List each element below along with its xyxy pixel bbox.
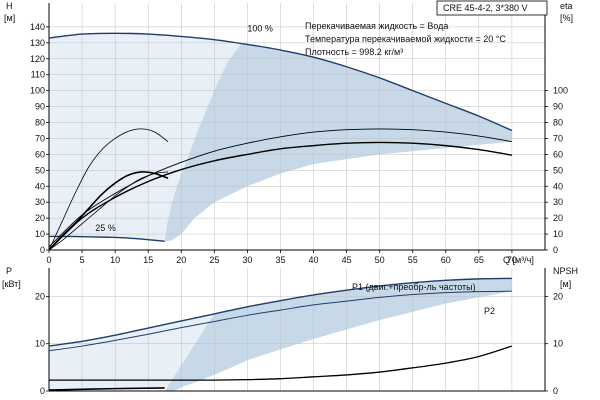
- top-series-5-efficiency-line: [48, 128, 169, 251]
- x-tick-label-60: 60: [441, 255, 451, 265]
- operating-range-area: [49, 33, 512, 242]
- x-tick-label-5: 5: [80, 255, 85, 265]
- left-tick-label-140: 140: [30, 22, 45, 32]
- x-axis-label-q: Q [м³/ч]: [503, 255, 534, 265]
- left-tick-label-110: 110: [31, 70, 45, 80]
- left-tick-label-40: 40: [35, 181, 45, 191]
- top-series-2-efficiency-line: [48, 141, 513, 251]
- npsh-right-tick-label-0: 0: [553, 386, 558, 396]
- right-tick-label-0: 0: [553, 245, 558, 255]
- right-axis-label-eta: eta: [560, 1, 573, 11]
- x-tick-label-15: 15: [143, 255, 153, 265]
- left-tick-label-90: 90: [35, 102, 45, 112]
- power-tick-labels: 0 10 20 0 10 20: [35, 291, 563, 396]
- right-tick-label-90: 90: [553, 102, 563, 112]
- dark-operating-area: [164, 44, 512, 242]
- right-tick-label-20: 20: [553, 213, 563, 223]
- left-tick-label-50: 50: [35, 165, 45, 175]
- right-tick-label-30: 30: [553, 197, 563, 207]
- top-series-4-efficiency-line: [48, 171, 169, 251]
- power-curves: [48, 277, 513, 391]
- bottom-series-1-line: [48, 290, 512, 352]
- npsh-right-tick-label-20: 20: [553, 291, 563, 301]
- x-tick-label-40: 40: [309, 255, 319, 265]
- right-tick-label-60: 60: [553, 149, 563, 159]
- head-curves: [48, 32, 513, 251]
- left-tick-label-0: 0: [40, 245, 45, 255]
- npsh-right-tick-label-10: 10: [553, 339, 563, 349]
- bottom-series-0-line: [48, 277, 512, 347]
- product-label: CRE 45-4-2, 3*380 V: [443, 3, 528, 13]
- x-tick-label-55: 55: [408, 255, 418, 265]
- head-axes: [46, 3, 548, 253]
- info-line-density: Плотность = 998.2 кг/м³: [305, 47, 403, 57]
- power-axes: [46, 268, 548, 392]
- x-tick-label-0: 0: [46, 255, 51, 265]
- product-label-box: [436, 0, 548, 16]
- left-axis-label-p: P: [6, 266, 12, 276]
- top-series-1-head-line: [48, 235, 165, 242]
- x-tick-label-30: 30: [242, 255, 252, 265]
- left-tick-label-70: 70: [35, 133, 45, 143]
- right-tick-label-10: 10: [553, 229, 563, 239]
- left-tick-label-100: 100: [30, 86, 45, 96]
- power-dark-area: [164, 278, 512, 391]
- right-tick-label-50: 50: [553, 165, 563, 175]
- power-left-tick-label-10: 10: [35, 339, 45, 349]
- left-axis-unit-p: [кВт]: [2, 279, 21, 289]
- right-axis-label-npsh: NPSH: [553, 266, 578, 276]
- x-tick-label-45: 45: [342, 255, 352, 265]
- top-series-0-head-line: [48, 32, 513, 132]
- left-tick-label-120: 120: [30, 54, 45, 64]
- series-label-p2: P2: [484, 306, 495, 316]
- left-tick-label-60: 60: [35, 149, 45, 159]
- x-tick-label-70: 70: [507, 255, 517, 265]
- head-efficiency-chart: 0102030405060708090100110120130140010203…: [4, 0, 573, 265]
- power-left-tick-label-0: 0: [40, 386, 45, 396]
- left-axis-unit-h: [м]: [4, 13, 15, 23]
- left-tick-label-130: 130: [30, 38, 45, 48]
- power-npsh-chart: 0 10 20 0 10 20 P [кВт] NPSH [м] P1 (двиг.+пр…: [2, 266, 578, 396]
- right-axis-unit-eta: [%]: [560, 13, 573, 23]
- top-series-3-efficiency-line: [48, 128, 513, 248]
- head-tick-labels: 0102030405060708090100110120130140010203…: [30, 22, 568, 265]
- speed-label-1: 25 %: [95, 223, 116, 233]
- right-tick-label-80: 80: [553, 118, 563, 128]
- x-tick-label-65: 65: [474, 255, 484, 265]
- info-line-liquid: Перекачиваемая жидкость = Вода: [305, 21, 448, 31]
- right-axis-unit-npsh: [м]: [560, 279, 571, 289]
- left-tick-label-30: 30: [35, 197, 45, 207]
- series-label-p1: P1 (двиг.+преобр-ль частоты): [352, 282, 476, 292]
- right-tick-label-100: 100: [553, 86, 568, 96]
- x-tick-label-25: 25: [209, 255, 219, 265]
- info-line-temperature: Температура перекачиваемой жидкости = 20…: [305, 34, 506, 44]
- power-left-tick-label-20: 20: [35, 291, 45, 301]
- left-axis-label-h: H: [6, 1, 13, 11]
- speed-label-0: 100 %: [247, 24, 273, 34]
- bottom-series-2-line: [49, 345, 513, 381]
- x-tick-label-10: 10: [110, 255, 120, 265]
- left-tick-label-20: 20: [35, 213, 45, 223]
- light-operating-area: [49, 33, 241, 242]
- bottom-series-3-line: [48, 387, 165, 391]
- right-tick-label-70: 70: [553, 133, 563, 143]
- x-tick-label-20: 20: [176, 255, 186, 265]
- x-tick-label-35: 35: [275, 255, 285, 265]
- top-series-6-efficiency-line: [48, 171, 169, 251]
- left-tick-label-80: 80: [35, 118, 45, 128]
- left-tick-label-10: 10: [35, 229, 45, 239]
- x-tick-label-50: 50: [375, 255, 385, 265]
- right-tick-label-40: 40: [553, 181, 563, 191]
